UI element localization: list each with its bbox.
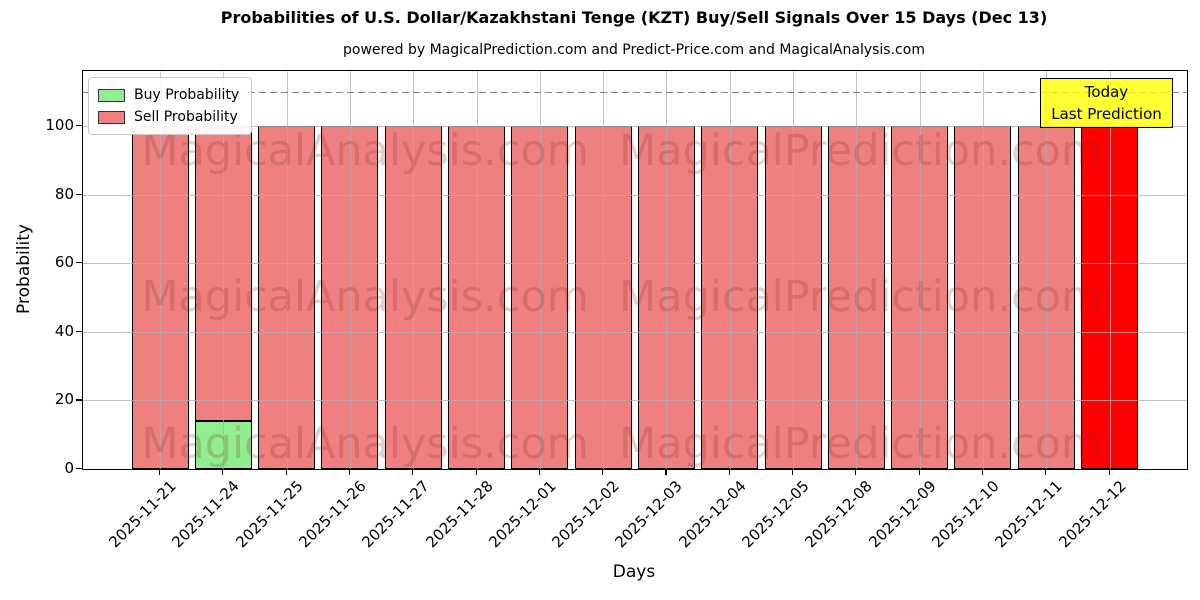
x-tick-label: 2025-11-24 <box>168 477 244 552</box>
gridline-vertical <box>476 71 478 469</box>
y-axis-label: Probability <box>14 224 34 314</box>
y-tick-mark <box>76 330 82 332</box>
y-tick-mark <box>76 468 82 470</box>
gridline-vertical <box>539 71 541 469</box>
x-tick-label: 2025-12-02 <box>548 477 623 552</box>
x-tick-mark <box>792 469 794 475</box>
x-tick-mark <box>159 469 161 475</box>
gridline-horizontal <box>83 194 1187 196</box>
gridline-vertical <box>729 71 731 469</box>
x-tick-label: 2025-12-12 <box>1054 477 1130 552</box>
sell-swatch-icon <box>98 110 125 124</box>
legend-label-buy: Buy Probability <box>134 87 240 103</box>
gridline-vertical <box>982 71 984 469</box>
today-annotation-line2: Last Prediction <box>1051 105 1162 123</box>
y-tick-mark <box>76 124 82 127</box>
x-tick-mark <box>665 469 667 475</box>
x-tick-mark <box>412 469 414 475</box>
x-tick-mark <box>222 469 224 475</box>
today-annotation-line1: Today <box>1084 83 1129 101</box>
x-tick-mark <box>728 469 730 475</box>
watermark-text: MagicalAnalysis.com <box>141 419 589 469</box>
x-tick-mark <box>475 469 477 475</box>
watermark-text: MagicalAnalysis.com <box>141 272 589 322</box>
x-tick-label: 2025-12-05 <box>738 477 813 552</box>
gridline-vertical <box>1046 71 1048 469</box>
x-tick-mark <box>918 469 920 475</box>
watermark-text: MagicalPrediction.com <box>619 126 1103 176</box>
y-tick-label: 0 <box>64 459 74 477</box>
x-tick-label: 2025-12-03 <box>611 477 687 552</box>
gridline-vertical <box>603 71 605 469</box>
gridline-vertical <box>286 71 288 469</box>
x-tick-mark <box>981 469 984 475</box>
gridline-vertical <box>1109 71 1111 469</box>
y-tick-label: 80 <box>54 184 74 203</box>
threshold-dashed-line <box>83 91 1187 94</box>
gridline-horizontal <box>83 125 1187 127</box>
x-axis-label: Days <box>612 562 656 582</box>
gridline-vertical <box>349 71 351 469</box>
buy-swatch-icon <box>98 88 125 102</box>
x-tick-label: 2025-11-21 <box>105 477 180 552</box>
gridline-vertical <box>856 71 858 469</box>
y-tick-label: 20 <box>54 390 74 409</box>
x-tick-label: 2025-11-28 <box>421 477 497 552</box>
plot-area: MagicalAnalysis.com MagicalPrediction.co… <box>82 70 1188 470</box>
x-tick-label: 2025-11-26 <box>295 477 370 552</box>
legend: Buy Probability Sell Probability <box>88 77 253 135</box>
gridline-vertical <box>160 71 161 469</box>
legend-item-buy: Buy Probability <box>98 84 239 106</box>
gridline-vertical <box>413 71 415 469</box>
watermark-text: MagicalPrediction.com <box>619 419 1103 469</box>
y-tick-label: 100 <box>45 115 74 134</box>
y-tick-label: 60 <box>54 253 74 272</box>
gridline-horizontal <box>83 331 1187 333</box>
watermark-text: MagicalPrediction.com <box>619 272 1103 322</box>
legend-item-sell: Sell Probability <box>98 106 239 128</box>
x-tick-label: 2025-12-11 <box>991 477 1066 552</box>
x-tick-label: 2025-12-01 <box>485 477 560 552</box>
gridline-horizontal <box>83 400 1187 402</box>
gridline-vertical <box>793 71 794 469</box>
x-tick-label: 2025-12-04 <box>675 477 750 552</box>
gridline-vertical <box>666 71 668 469</box>
gridline-horizontal <box>83 263 1187 265</box>
x-tick-mark <box>348 469 351 475</box>
gridline-vertical <box>919 71 921 469</box>
x-tick-mark <box>1045 469 1047 475</box>
gridline-vertical <box>223 71 225 469</box>
y-tick-mark <box>76 399 82 401</box>
y-tick-label: 40 <box>54 321 74 340</box>
x-tick-label: 2025-12-09 <box>864 477 940 552</box>
x-tick-mark <box>285 469 287 475</box>
chart-title: Probabilities of U.S. Dollar/Kazakhstani… <box>220 8 1048 27</box>
x-tick-label: 2025-12-10 <box>928 477 1003 552</box>
today-annotation: Today Last Prediction <box>1040 78 1173 128</box>
y-tick-mark <box>76 262 82 264</box>
chart-subtitle: powered by MagicalPrediction.com and Pre… <box>343 42 925 58</box>
x-tick-mark <box>538 469 540 475</box>
x-tick-label: 2025-11-27 <box>358 477 433 552</box>
x-tick-label: 2025-11-25 <box>231 477 307 552</box>
x-tick-label: 2025-12-08 <box>801 477 877 552</box>
y-tick-mark <box>76 193 82 195</box>
legend-label-sell: Sell Probability <box>134 109 238 125</box>
x-tick-mark <box>1108 469 1110 475</box>
x-tick-mark <box>855 469 857 475</box>
x-tick-mark <box>602 469 604 475</box>
